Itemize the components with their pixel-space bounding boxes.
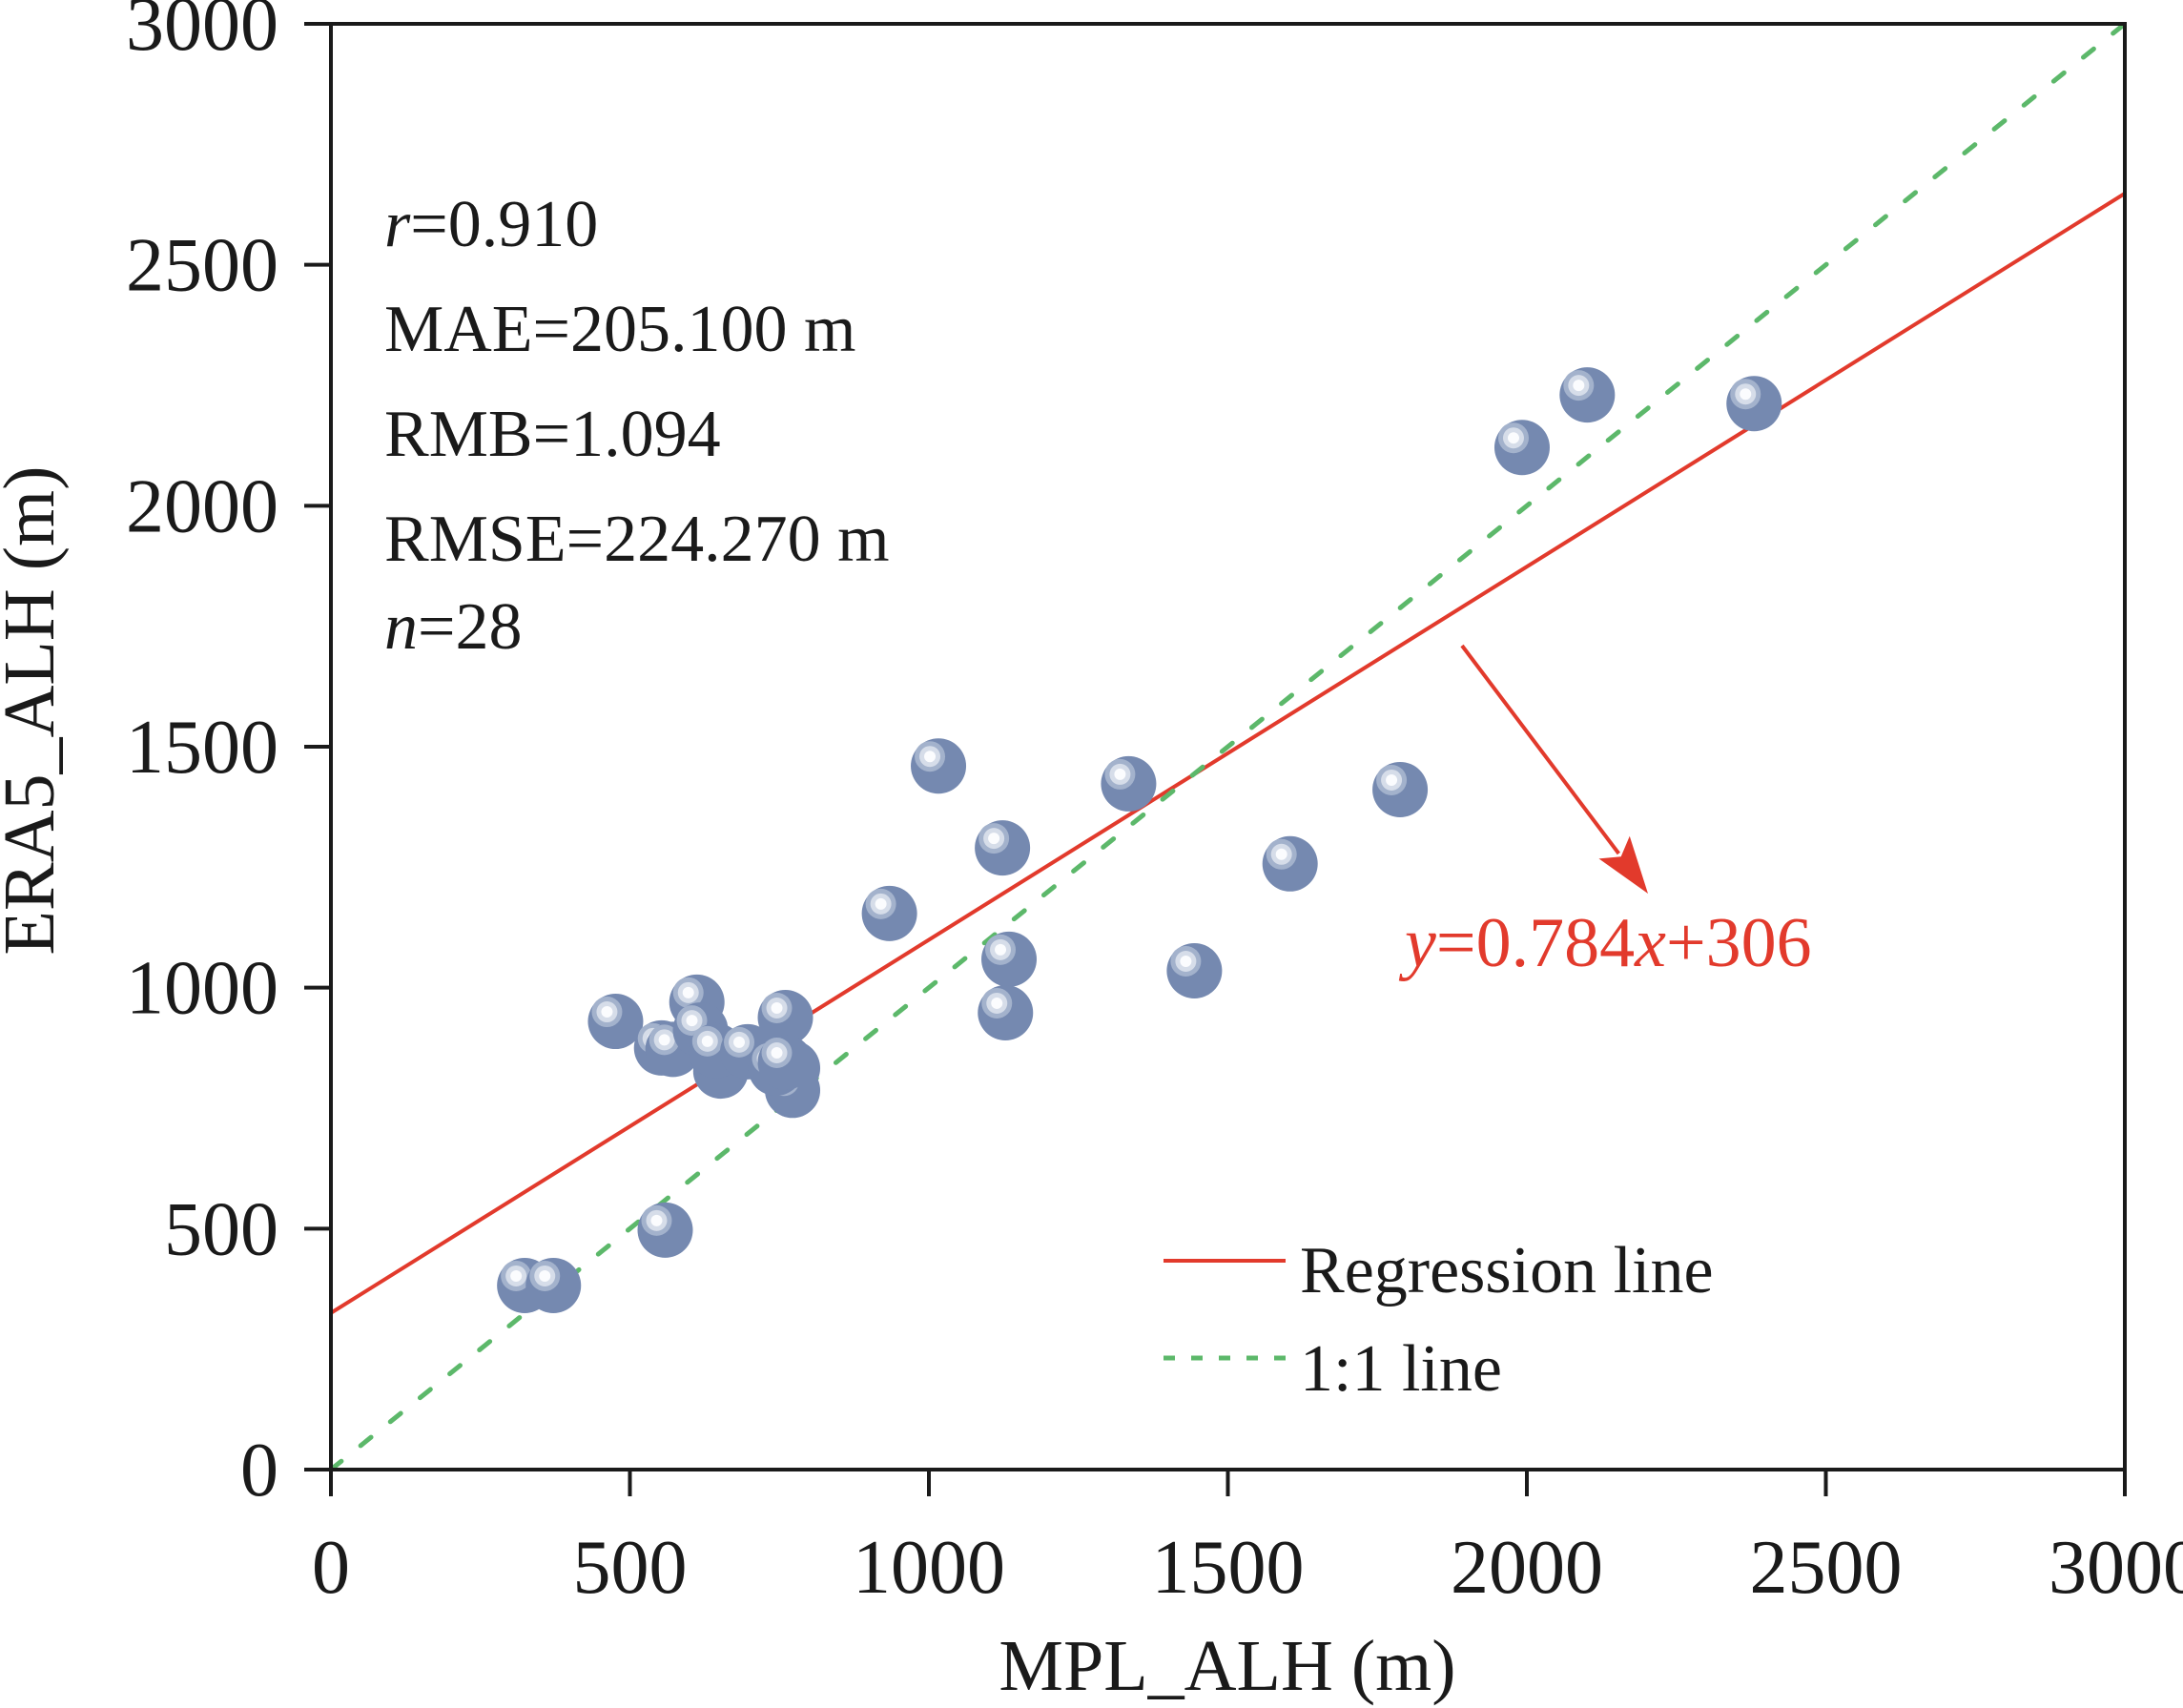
y-tick-label: 1000 xyxy=(126,947,278,1031)
x-tick-label: 3000 xyxy=(2049,1526,2183,1610)
legend-label-regression: Regression line xyxy=(1300,1234,1714,1307)
equation-arrow xyxy=(1460,644,1620,855)
y-axis-title: ERA5_ALH (m) xyxy=(0,466,70,956)
regression-line xyxy=(331,192,2125,1315)
x-tick-label: 0 xyxy=(312,1526,350,1610)
data-point xyxy=(525,1257,582,1313)
stat-line: MAE=205.100 m xyxy=(384,293,855,366)
stat-line: RMB=1.094 xyxy=(384,398,721,471)
stat-line: RMSE=224.270 m xyxy=(384,503,890,576)
x-tick-label: 500 xyxy=(573,1526,688,1610)
y-tick-label: 0 xyxy=(240,1429,278,1513)
x-tick-label: 2500 xyxy=(1750,1526,1903,1610)
data-point xyxy=(1166,942,1223,998)
y-tick-label: 500 xyxy=(164,1187,278,1271)
data-point xyxy=(911,738,967,794)
data-point xyxy=(861,885,917,941)
data-point xyxy=(981,931,1038,987)
y-tick-label: 2500 xyxy=(126,224,278,308)
one-to-one-line xyxy=(331,24,2125,1470)
data-point xyxy=(757,1034,813,1090)
data-point xyxy=(637,1202,693,1258)
x-axis-title: MPL_ALH (m) xyxy=(999,1626,1455,1706)
stat-line: r=0.910 xyxy=(384,188,598,261)
legend-label-one-to-one: 1:1 line xyxy=(1300,1332,1502,1406)
x-tick-label: 1500 xyxy=(1152,1526,1305,1610)
data-point xyxy=(587,994,644,1050)
data-point xyxy=(1372,761,1429,817)
data-point xyxy=(1493,420,1550,476)
data-point xyxy=(975,820,1031,876)
y-tick-label: 2000 xyxy=(126,464,278,548)
data-point xyxy=(978,984,1034,1040)
y-tick-label: 1500 xyxy=(126,706,278,790)
data-point xyxy=(1101,755,1157,812)
legend: Regression line 1:1 line xyxy=(1164,1234,1714,1406)
data-point xyxy=(757,989,813,1045)
data-point xyxy=(1726,376,1782,432)
data-point xyxy=(1262,835,1318,892)
data-point xyxy=(1559,367,1616,423)
x-tick-label: 2000 xyxy=(1451,1526,1603,1610)
stat-line: n=28 xyxy=(384,590,522,664)
x-tick-label: 1000 xyxy=(853,1526,1005,1610)
regression-equation: y=0.784x+306 xyxy=(1398,904,1812,982)
arrowhead-icon xyxy=(1598,835,1648,894)
y-tick-label: 3000 xyxy=(126,0,278,67)
